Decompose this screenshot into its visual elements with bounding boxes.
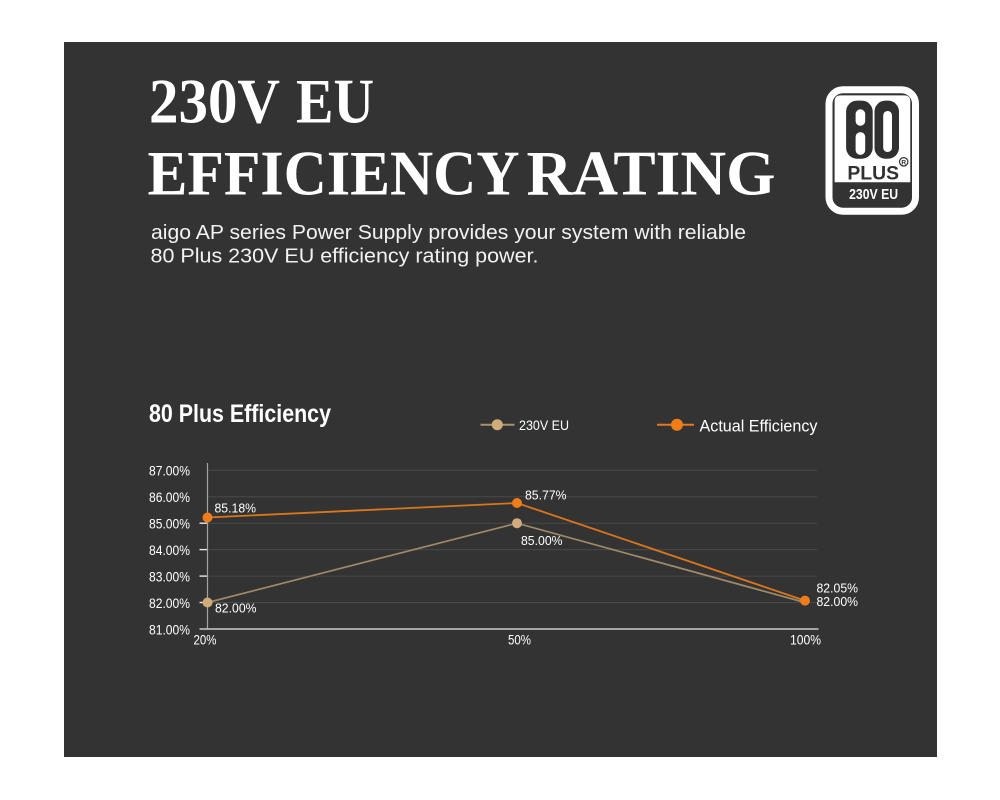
svg-text:85.77%: 85.77% [525, 488, 567, 503]
svg-text:86.00%: 86.00% [149, 490, 190, 505]
svg-text:82.00%: 82.00% [215, 601, 257, 616]
svg-text:PLUS: PLUS [847, 163, 899, 185]
svg-text:230V: 230V [149, 66, 280, 137]
svg-text:80 Plus Efficiency: 80 Plus Efficiency [149, 400, 331, 428]
svg-text:R: R [901, 159, 906, 166]
svg-text:230V EU: 230V EU [519, 417, 569, 433]
svg-text:50%: 50% [508, 633, 531, 648]
svg-text:82.00%: 82.00% [817, 594, 859, 609]
svg-text:80 Plus 230V EU efficiency rat: 80 Plus 230V EU efficiency rating power. [151, 244, 539, 267]
svg-text:83.00%: 83.00% [149, 570, 190, 585]
svg-text:230V EU: 230V EU [849, 186, 898, 203]
svg-text:RATING: RATING [527, 138, 776, 209]
svg-text:85.00%: 85.00% [149, 517, 190, 532]
svg-text:20%: 20% [194, 633, 217, 648]
svg-text:82.05%: 82.05% [817, 581, 859, 596]
svg-text:aigo AP series Power Supply pr: aigo AP series Power Supply provides you… [151, 221, 746, 244]
svg-text:EFFICIENCY: EFFICIENCY [148, 138, 520, 209]
svg-text:85.00%: 85.00% [521, 533, 563, 548]
svg-text:100%: 100% [790, 633, 821, 648]
svg-text:Actual Efficiency: Actual Efficiency [700, 417, 818, 436]
svg-text:87.00%: 87.00% [149, 464, 190, 479]
svg-text:82.00%: 82.00% [149, 596, 190, 611]
svg-text:EU: EU [296, 66, 374, 137]
svg-text:85.18%: 85.18% [215, 501, 257, 516]
svg-text:84.00%: 84.00% [149, 543, 190, 558]
svg-text:81.00%: 81.00% [149, 622, 190, 637]
